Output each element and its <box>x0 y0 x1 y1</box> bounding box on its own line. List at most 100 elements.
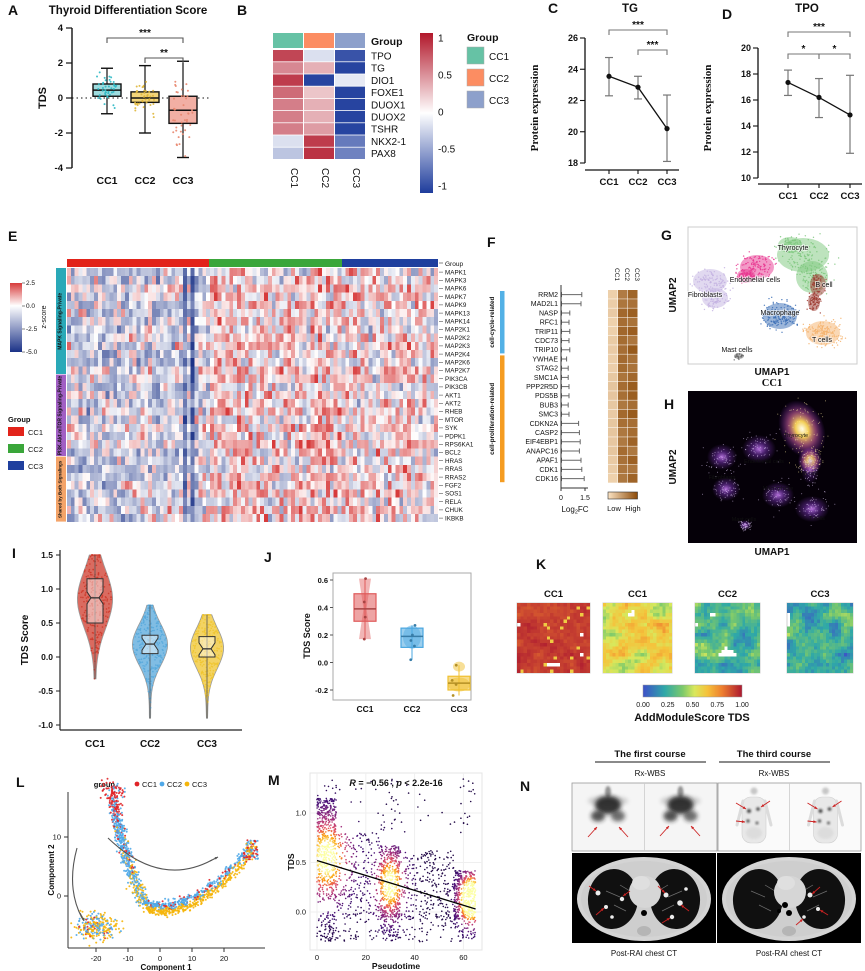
svg-text:0: 0 <box>58 93 63 104</box>
gene-label: FOXE1 <box>371 88 404 99</box>
gene-label: SMC1A <box>534 375 558 382</box>
gene-label: TG <box>371 64 385 75</box>
panel-a-ylabel: TDS <box>37 87 49 109</box>
panel-h-density-umap: CC1 UMAP2 UMAP1 Thyrocyte Endothelial cells F… <box>668 378 857 558</box>
svg-text:CC3: CC3 <box>840 191 859 202</box>
svg-text:CC3: CC3 <box>172 175 193 187</box>
gene-label: RFC1 <box>540 320 558 327</box>
svg-text:CC2: CC2 <box>623 268 630 281</box>
ct-caption: Post-RAI chest CT <box>756 949 822 958</box>
cluster-label: Fibroblasts <box>688 292 723 299</box>
svg-text:18: 18 <box>568 158 578 168</box>
cluster-label: Thyrocyte <box>778 245 809 252</box>
panel-c-label: C <box>548 0 559 16</box>
svg-text:24: 24 <box>568 64 578 74</box>
gene-label: CASP2 <box>535 430 558 437</box>
gene-label: EIF4EBP1 <box>525 439 558 446</box>
svg-text:CC2: CC2 <box>134 175 155 187</box>
gene-label: MAPK7 <box>445 294 467 301</box>
cluster-label: Mast cells <box>732 517 757 523</box>
panel-title: TG <box>622 3 638 15</box>
svg-text:CC1: CC1 <box>778 191 798 202</box>
svg-text:CC1: CC1 <box>28 428 43 437</box>
cluster-label: Endothelial cells <box>730 277 781 284</box>
gene-label: BUB3 <box>540 402 558 409</box>
svg-text:20: 20 <box>741 43 751 53</box>
svg-text:***: *** <box>647 40 659 51</box>
gene-label: MAPK1 <box>445 269 467 276</box>
svg-text:CC2: CC2 <box>489 74 509 85</box>
gene-label: MAPK13 <box>445 310 470 317</box>
svg-text:CC3: CC3 <box>350 168 361 188</box>
svg-text:CC1: CC1 <box>96 175 117 187</box>
gene-label: NKX2-1 <box>371 137 406 148</box>
gene-label: PAX8 <box>371 149 396 160</box>
gene-label: IKBKB <box>445 515 464 522</box>
svg-text:0: 0 <box>559 495 563 502</box>
svg-text:22: 22 <box>568 96 578 106</box>
panel-f-forest-heatmap: cell-cycle-related cell-proliferation-rel… <box>489 268 641 516</box>
gene-label: MAPK3 <box>445 278 467 285</box>
svg-text:2: 2 <box>58 58 63 69</box>
cluster-label: T cells <box>809 516 825 522</box>
colorbar-label: z-score <box>41 305 48 328</box>
svg-text:CC2: CC2 <box>28 445 43 454</box>
gene-label: CDK16 <box>535 476 558 483</box>
gene-label: NASP <box>539 310 558 317</box>
pathway-label: PI3K-Akt-mTOR Signaling-Private <box>58 376 64 456</box>
panel-g-xlabel: UMAP1 <box>754 367 789 378</box>
gene-label: MAPK6 <box>445 286 467 293</box>
gene-label: CHUK <box>445 507 464 514</box>
svg-text:*: * <box>833 44 837 55</box>
gene-label: RRM2 <box>538 292 558 299</box>
panel-h-ylabel: UMAP2 <box>668 449 679 484</box>
gene-label: MAP2K2 <box>445 335 470 342</box>
colorbar-label: AddModuleScore TDS <box>634 712 750 724</box>
svg-text:26: 26 <box>568 33 578 43</box>
svg-text:CC1: CC1 <box>489 52 509 63</box>
gene-label: STAG2 <box>536 366 559 373</box>
svg-text:***: *** <box>813 22 825 33</box>
gene-label: DIO1 <box>371 76 395 87</box>
gene-label: BCL2 <box>445 450 461 457</box>
svg-text:High: High <box>625 504 640 513</box>
gene-label: RRAS <box>445 466 463 473</box>
gene-label: SYK <box>445 425 458 432</box>
svg-text:-0.5: -0.5 <box>438 145 456 156</box>
panel-title: TPO <box>795 3 819 15</box>
svg-text:4: 4 <box>58 23 64 34</box>
gene-label: MAP2K3 <box>445 343 470 350</box>
svg-text:Low: Low <box>607 504 621 513</box>
panel-l-ylabel: Component 2 <box>47 844 56 896</box>
feature-plot-title: CC1 <box>628 589 648 600</box>
svg-text:CC2: CC2 <box>319 168 330 188</box>
panel-b-label: B <box>237 2 248 18</box>
gene-label: PDPK1 <box>445 433 466 440</box>
svg-text:Group: Group <box>445 261 463 268</box>
svg-text:-5.0: -5.0 <box>26 349 38 356</box>
panel-e-heatmap: GroupMAPK1MAPK3MAPK6MAPK7MAPK9MAPK13MAPK… <box>8 259 474 522</box>
cluster-label: T cells <box>812 337 833 344</box>
gene-label: MAD2L1 <box>531 301 558 308</box>
panel-i-label: I <box>12 545 16 561</box>
panel-k-label: K <box>536 556 547 572</box>
cluster-label: B cell <box>815 282 833 289</box>
panel-g-label: G <box>661 227 672 243</box>
panel-m-ylabel: TDS <box>286 853 296 870</box>
panel-i-ylabel: TDS Score <box>20 614 31 665</box>
cluster-label: Mast cells <box>721 347 753 354</box>
gene-label: TRIP11 <box>535 329 558 336</box>
gene-label: AKT1 <box>445 392 461 399</box>
feature-plot-title: CC1 <box>544 589 564 600</box>
panel-a-title: Thyroid Differentiation Score <box>49 5 207 17</box>
gene-label: SOS1 <box>445 491 462 498</box>
panel-f-xlabel: Log2FC <box>561 505 588 516</box>
panel-h-label: H <box>664 396 675 412</box>
pathway-label: MAPK Signaling-Private <box>58 293 64 350</box>
panel-m-scatter: R = −0.56 , p < 2.2e-161.00.50.00 20 40 60P… <box>286 772 483 971</box>
svg-text:CC3: CC3 <box>28 462 43 471</box>
gene-label: TPO <box>371 52 392 63</box>
